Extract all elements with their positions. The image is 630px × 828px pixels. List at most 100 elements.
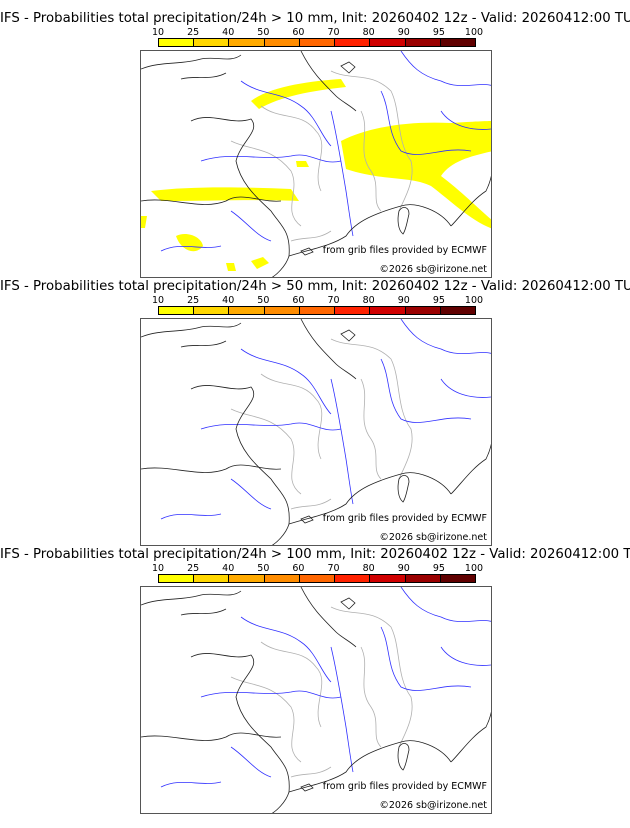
colorbar-segment — [335, 39, 371, 46]
admin-border — [290, 230, 332, 242]
admin-border — [360, 378, 382, 480]
source-credit: from grib files provided by ECMWF — [322, 245, 487, 256]
admin-border — [330, 70, 413, 212]
coastline — [190, 385, 290, 545]
colorbar-segment — [405, 39, 441, 46]
coastline — [300, 319, 357, 380]
colorbar-tick-label: 10 — [151, 563, 165, 574]
river — [440, 110, 491, 130]
colorbar-segment — [194, 307, 230, 314]
colorbar-segment — [229, 307, 265, 314]
admin-border — [230, 676, 302, 763]
colorbar-segment — [440, 307, 475, 314]
panel-title: IFS - Probabilities total precipitation/… — [0, 279, 630, 294]
coastline — [300, 587, 357, 648]
colorbar-segment — [440, 39, 475, 46]
colorbar-tick-label: 40 — [222, 563, 235, 574]
copyright-credit: ©2026 sb@irizone.net — [379, 264, 487, 275]
colorbar-tick-label: 90 — [397, 27, 410, 38]
colorbar-segment — [264, 307, 300, 314]
river — [230, 746, 272, 778]
colorbar-segment — [264, 39, 300, 46]
coastline — [397, 207, 410, 235]
colorbar-tick-label: 95 — [432, 563, 445, 574]
colorbar-tick-label: 60 — [292, 27, 305, 38]
colorbar-ticks: 10 25 40 50 60 70 80 90 95 100 — [152, 27, 483, 38]
coastline — [180, 72, 227, 80]
basemap — [141, 51, 491, 277]
coastline — [450, 175, 491, 227]
colorbar-segment — [370, 575, 406, 582]
colorbar-ticks: 10 25 40 50 60 70 80 90 95 100 — [152, 563, 483, 574]
precipitation-map[interactable]: from grib files provided by ECMWF ©2026 … — [140, 50, 492, 278]
river — [160, 245, 222, 252]
coastline — [141, 590, 242, 606]
copyright-credit: ©2026 sb@irizone.net — [379, 532, 487, 543]
river — [240, 80, 332, 147]
precipitation-map[interactable]: from grib files provided by ECMWF ©2026 … — [140, 318, 492, 546]
colorbar-tick-label: 10 — [151, 27, 165, 38]
colorbar-segment — [299, 307, 336, 314]
coastline — [141, 54, 242, 70]
river — [380, 626, 472, 691]
coastline — [300, 515, 314, 524]
colorbar-tick-label: 70 — [327, 27, 340, 38]
admin-border — [360, 110, 382, 212]
coastline — [141, 196, 282, 205]
coastline — [190, 653, 290, 813]
river — [230, 210, 272, 242]
precipitation-map[interactable]: from grib files provided by ECMWF ©2026 … — [140, 586, 492, 814]
precip-probability-area — [341, 121, 491, 229]
admin-border — [230, 140, 302, 227]
precip-probability-area — [296, 161, 309, 167]
colorbar-segment — [194, 575, 230, 582]
colorbar-tick-label: 40 — [222, 295, 235, 306]
colorbar-segment — [335, 575, 371, 582]
colorbar-segment — [440, 575, 475, 582]
coastline — [300, 783, 314, 792]
river — [200, 422, 342, 431]
colorbar-segment — [299, 575, 336, 582]
admin-border — [360, 646, 382, 748]
precip-probability-area — [141, 216, 147, 228]
colorbar-tick-label: 60 — [292, 563, 305, 574]
coastline — [141, 322, 242, 338]
colorbar — [158, 306, 476, 315]
colorbar-tick-label: 70 — [327, 295, 340, 306]
coastline — [180, 608, 227, 616]
coastline — [397, 743, 410, 771]
colorbar-tick-label: 70 — [327, 563, 340, 574]
river — [380, 358, 472, 423]
river — [330, 646, 354, 773]
river — [440, 646, 491, 666]
admin-border — [260, 373, 323, 460]
colorbar-tick-label: 50 — [257, 27, 270, 38]
river — [400, 51, 491, 87]
admin-border — [290, 766, 332, 778]
colorbar-segment — [405, 575, 441, 582]
colorbar-segment — [194, 39, 230, 46]
colorbar-tick-label: 100 — [464, 563, 484, 574]
river — [330, 378, 354, 505]
colorbar-segment — [370, 307, 406, 314]
coastline — [141, 732, 282, 741]
panel-title: IFS - Probabilities total precipitation/… — [0, 11, 630, 26]
coastline — [141, 464, 282, 473]
colorbar-segment — [229, 39, 265, 46]
colorbar-tick-label: 50 — [257, 295, 270, 306]
colorbar-tick-label: 50 — [257, 563, 270, 574]
river — [380, 90, 472, 155]
coastline — [300, 247, 314, 256]
colorbar-segment — [159, 575, 195, 582]
colorbar-segment — [159, 39, 195, 46]
river — [400, 319, 491, 355]
basemap — [141, 319, 491, 545]
precip-probability-area — [251, 79, 346, 109]
colorbar-tick-label: 80 — [362, 295, 375, 306]
precip-probability-area — [226, 263, 236, 271]
colorbar-tick-label: 60 — [292, 295, 305, 306]
coastline — [397, 475, 410, 503]
coastline — [300, 51, 357, 112]
river — [240, 348, 332, 415]
coastline — [450, 443, 491, 495]
